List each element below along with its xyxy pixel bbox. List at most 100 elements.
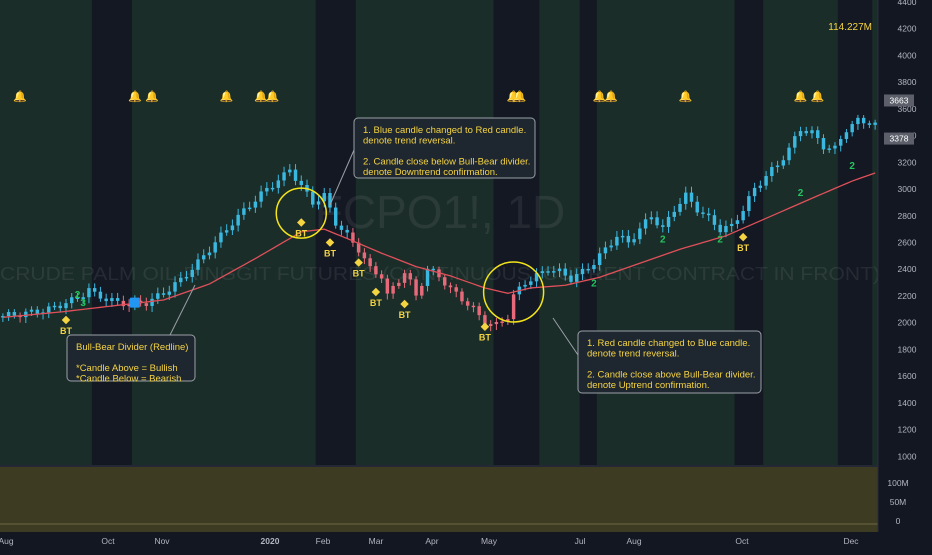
candle-body [816, 130, 820, 139]
candle-body [529, 281, 533, 285]
time-tick-label: Aug [0, 536, 14, 546]
candle-body [52, 305, 57, 308]
callout-box [577, 330, 762, 394]
candle-body [827, 148, 831, 150]
bell-icon: 🔔 [128, 90, 142, 103]
candle-body [316, 201, 321, 205]
price-tick-label: 1400 [898, 398, 917, 408]
candle-body [661, 225, 665, 227]
time-tick-label: 2020 [261, 536, 280, 546]
symbol-watermark: FCPO1!, 1D [315, 186, 566, 238]
candle-body [420, 285, 424, 296]
bell-icon: 🔔 [811, 90, 825, 103]
candle-body [58, 305, 62, 309]
price-tick-label: 4400 [898, 0, 917, 7]
candle-body [391, 285, 395, 294]
bell-icon: 🔔 [604, 90, 618, 103]
candle-body [144, 303, 149, 306]
time-tick-label: Mar [369, 536, 384, 546]
candle-body [431, 268, 435, 271]
count-label: 3 [80, 298, 86, 309]
candle-body [339, 225, 344, 230]
volume-tick-label: 100M [887, 478, 908, 488]
candle-body [810, 130, 814, 134]
count-label: 2 [75, 290, 81, 301]
candle-body [465, 301, 470, 306]
candle-body [333, 207, 338, 226]
candle-body [494, 322, 499, 325]
volume-value-label: 114.227M [828, 22, 872, 33]
candle-body [259, 191, 263, 202]
volume-pane [0, 467, 878, 532]
price-tick-label: 1000 [898, 451, 917, 461]
bt-markers: BT BT BT BT BT BT BT BT [60, 218, 750, 343]
candle-body [328, 193, 332, 208]
candle-body [580, 268, 585, 275]
time-tick-label: Dec [843, 536, 859, 546]
candle-body [379, 274, 384, 279]
candle-body [92, 288, 97, 292]
candle-body [138, 300, 143, 304]
candle-body [477, 306, 481, 316]
candle-body [781, 160, 786, 166]
candle-body [856, 117, 860, 125]
candle-body [167, 291, 172, 295]
count-label: 2 [849, 161, 855, 172]
alert-bells: 🔔 🔔 🔔 🔔 🔔🔔 🔔🔔 🔔🔔 🔔 🔔 🔔 [13, 90, 825, 103]
price-badge [884, 132, 914, 145]
candle-body [408, 273, 413, 280]
callout-text: denote Uptrend confirmation. [587, 380, 710, 391]
candle-body [253, 201, 258, 208]
candle-body [620, 235, 625, 238]
candle-body [460, 291, 464, 302]
candle-body [385, 278, 390, 294]
candle-body [24, 311, 28, 318]
candle-body [609, 245, 613, 248]
candle-body [190, 269, 194, 277]
callout-text: 1. Red candle changed to Blue candle. [587, 338, 750, 349]
signal-square-icon [129, 297, 140, 308]
candle-body [110, 298, 114, 302]
candle-body [213, 242, 217, 253]
candle-body [649, 217, 654, 220]
candle-body [483, 315, 487, 327]
candle-body [563, 268, 567, 276]
candle-body [592, 265, 596, 270]
candle-body [276, 180, 281, 188]
candle-body [207, 252, 212, 256]
bear-zone-band [579, 0, 597, 465]
candle-body [724, 226, 728, 233]
callout-text: 2. Candle close above Bull-Bear divider. [587, 370, 755, 381]
price-tick-label: 4200 [898, 24, 917, 34]
bell-icon: 🔔 [679, 90, 693, 103]
candle-body [804, 131, 808, 134]
price-tick-label: 3800 [898, 77, 917, 87]
time-tick-label: May [481, 536, 498, 546]
price-badge [884, 94, 914, 107]
candle-body [838, 139, 843, 146]
bell-icon: 🔔 [266, 90, 280, 103]
candle-body [173, 282, 177, 292]
candle-body [511, 294, 516, 320]
candle-body [270, 187, 275, 190]
candle-body [850, 124, 854, 133]
time-tick-label: Nov [154, 536, 170, 546]
candle-body [861, 117, 866, 124]
price-badge-text: 3378 [890, 134, 909, 144]
candle-body [70, 297, 74, 304]
candle-body [672, 211, 677, 217]
callout-text: 1. Blue candle changed to Red candle. [363, 125, 526, 136]
candle-body [98, 291, 103, 299]
candle-body [643, 219, 648, 229]
candle-body [161, 293, 166, 295]
candle-body [729, 223, 734, 227]
callout-text: Bull-Bear Divider (Redline) [76, 342, 188, 353]
candle-body [242, 208, 246, 215]
candle-body [196, 259, 200, 270]
price-tick-label: 1600 [898, 371, 917, 381]
candle-body [741, 211, 745, 221]
annotation-downtrend: 1. Blue candle changed to Red candle. de… [329, 117, 536, 206]
bell-icon: 🔔 [13, 90, 27, 103]
